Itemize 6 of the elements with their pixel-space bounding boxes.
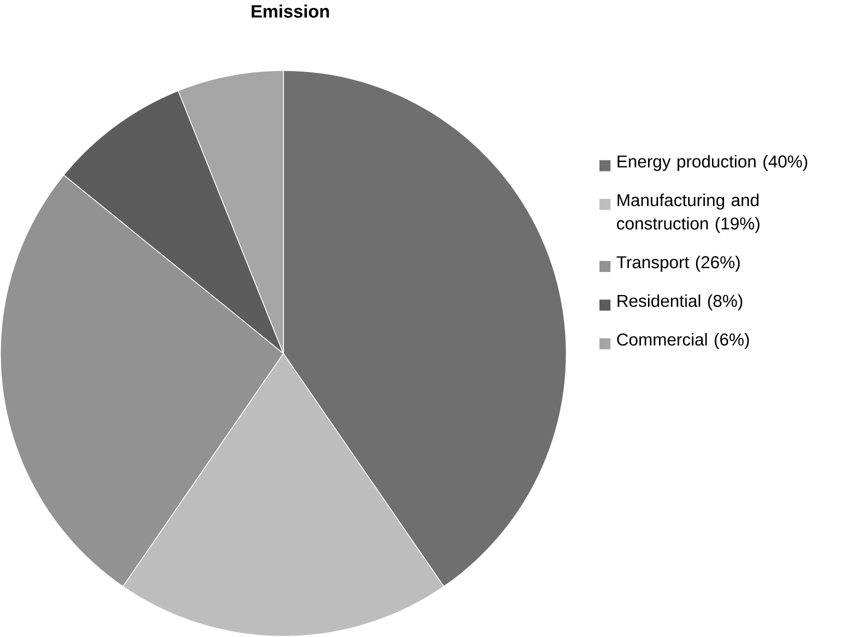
chart-title: Emission bbox=[252, 4, 329, 18]
legend-label: Residential (8%) bbox=[618, 294, 742, 310]
legend-label: Manufacturing and construction (19%) bbox=[617, 194, 760, 234]
legend-label: Transport (26%) bbox=[616, 256, 740, 272]
legend-label: Commercial (6%) bbox=[617, 333, 749, 350]
legend-label: Energy production (40%) bbox=[618, 155, 808, 172]
